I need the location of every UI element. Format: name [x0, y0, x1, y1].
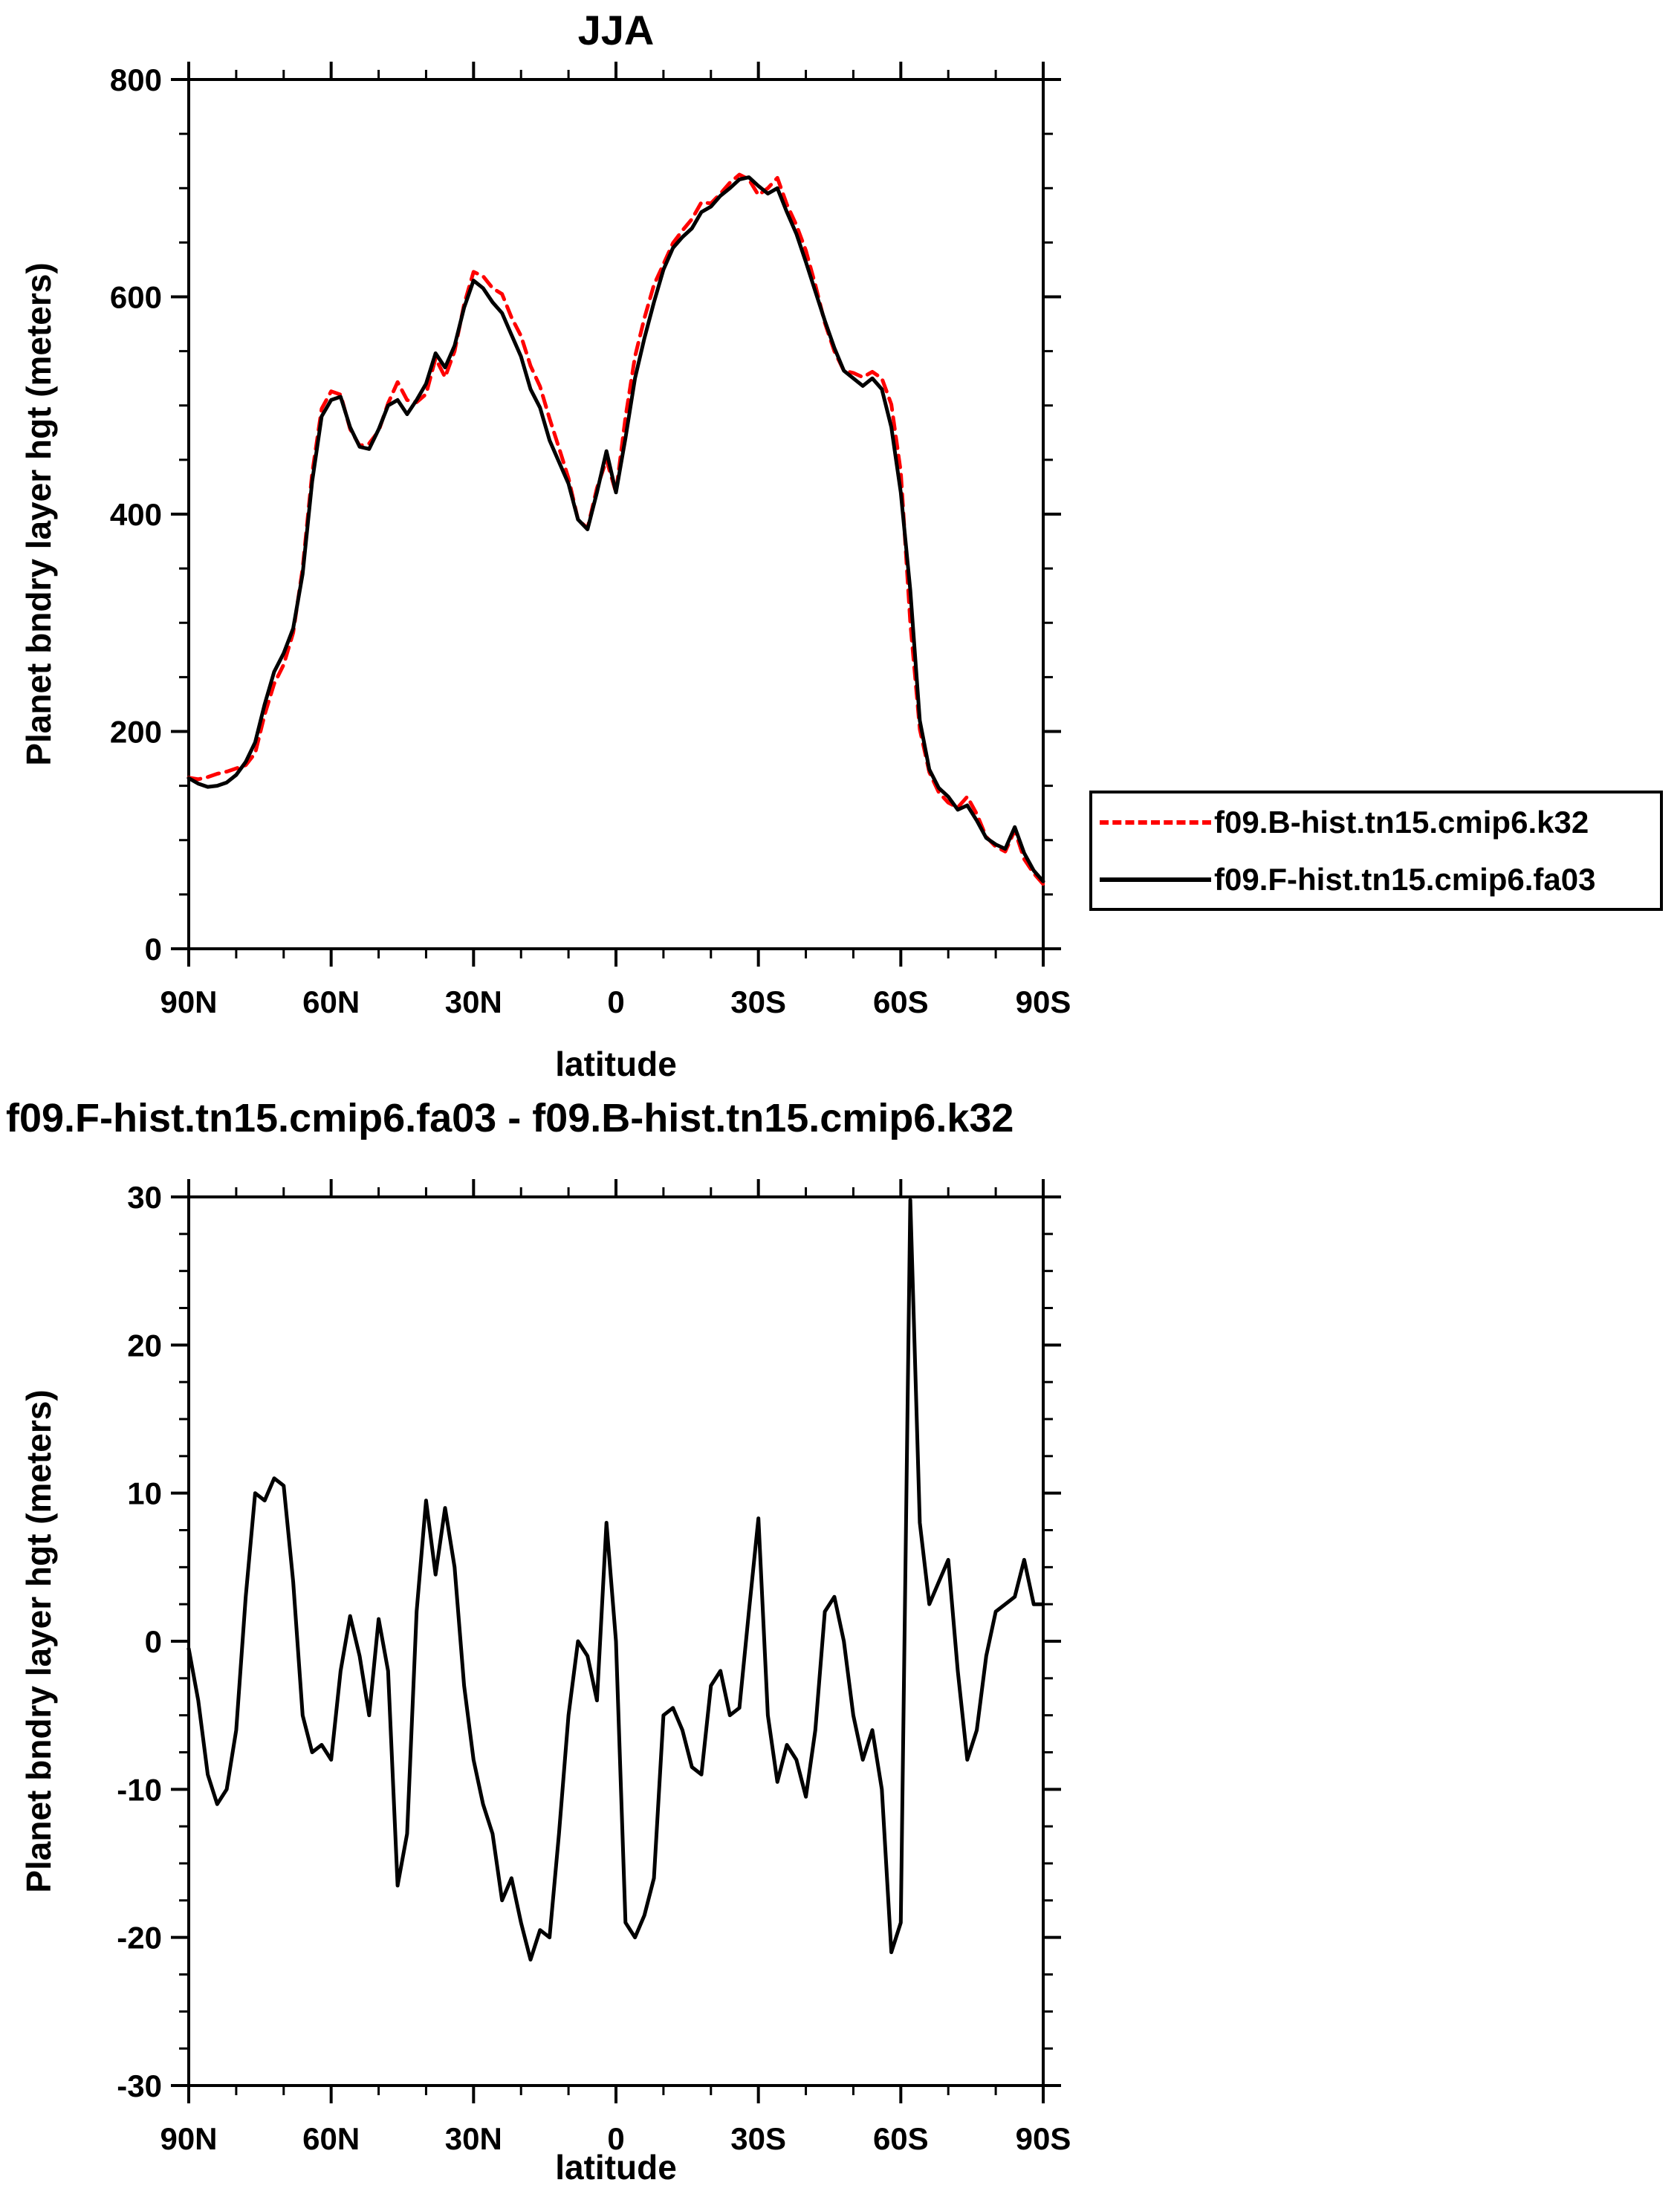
svg-text:60N: 60N	[302, 2121, 360, 2156]
legend-entry-b-hist: f09.B-hist.tn15.cmip6.k32	[1092, 793, 1660, 851]
svg-text:60N: 60N	[302, 984, 360, 1019]
black-solid-line-sample	[1100, 877, 1211, 882]
svg-text:90S: 90S	[1016, 984, 1071, 1019]
svg-text:0: 0	[607, 2121, 624, 2156]
top-chart-title: JJA	[577, 7, 655, 53]
svg-text:0: 0	[145, 932, 162, 967]
svg-text:90N: 90N	[160, 984, 217, 1019]
bottom-chart-ylabel: Planet bndry layer hgt (meters)	[19, 1389, 58, 1893]
svg-text:0: 0	[607, 984, 624, 1019]
red-dashed-line-sample	[1100, 819, 1211, 825]
svg-text:600: 600	[110, 280, 162, 315]
svg-text:30: 30	[127, 1180, 162, 1215]
svg-text:90S: 90S	[1016, 2121, 1071, 2156]
svg-text:800: 800	[110, 62, 162, 97]
svg-text:30N: 30N	[445, 984, 502, 1019]
svg-text:30S: 30S	[730, 984, 786, 1019]
svg-text:-30: -30	[117, 2068, 162, 2103]
legend-label-f-hist: f09.F-hist.tn15.cmip6.fa03	[1214, 861, 1596, 897]
svg-text:30S: 30S	[730, 2121, 786, 2156]
svg-text:60S: 60S	[873, 984, 929, 1019]
legend-label-b-hist: f09.B-hist.tn15.cmip6.k32	[1214, 804, 1589, 840]
svg-text:200: 200	[110, 715, 162, 750]
top-chart-ylabel: Planet bndry layer hgt (meters)	[19, 262, 58, 766]
svg-text:30N: 30N	[445, 2121, 502, 2156]
svg-text:90N: 90N	[160, 2121, 217, 2156]
svg-text:10: 10	[127, 1476, 162, 1511]
svg-text:-20: -20	[117, 1921, 162, 1956]
legend-entry-f-hist: f09.F-hist.tn15.cmip6.fa03	[1092, 851, 1660, 908]
bottom-chart-title: f09.F-hist.tn15.cmip6.fa03 - f09.B-hist.…	[6, 1096, 1014, 1140]
svg-text:-10: -10	[117, 1772, 162, 1807]
legend-box: f09.B-hist.tn15.cmip6.k32 f09.F-hist.tn1…	[1089, 791, 1663, 911]
svg-text:400: 400	[110, 497, 162, 532]
top-chart-xlabel: latitude	[555, 1045, 677, 1083]
bottom-chart-xlabel: latitude	[555, 2148, 677, 2187]
svg-text:0: 0	[145, 1624, 162, 1659]
svg-text:60S: 60S	[873, 2121, 929, 2156]
svg-text:20: 20	[127, 1328, 162, 1363]
